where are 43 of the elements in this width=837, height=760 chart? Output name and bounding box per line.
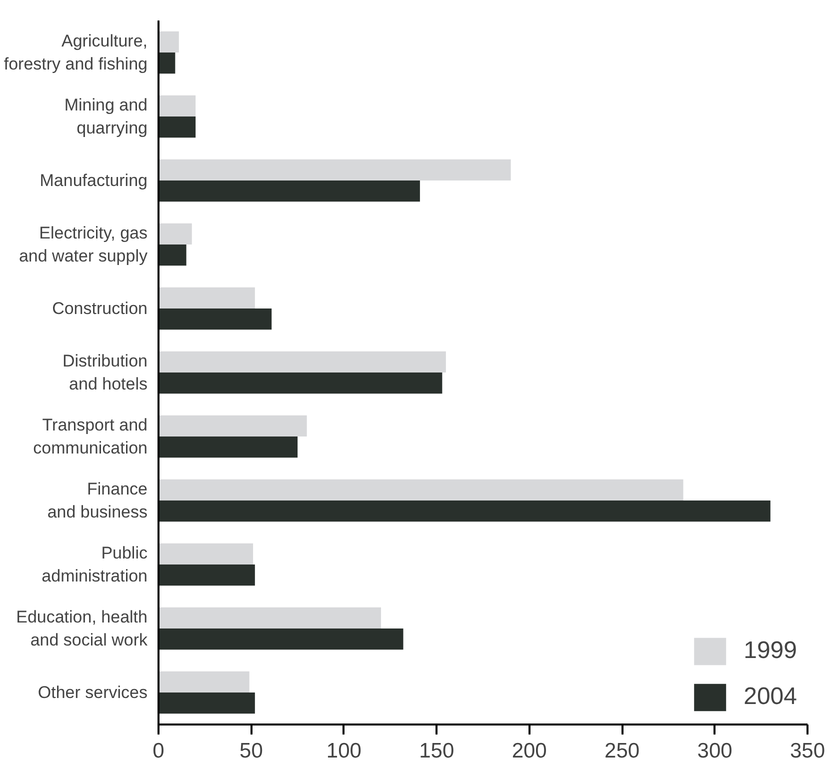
bar [158,31,179,52]
bar [158,351,446,372]
x-tick-label: 300 [697,740,732,760]
bar [158,159,511,180]
y-tick-label: Transport and communication [33,416,148,458]
bar [158,500,770,522]
bar [158,671,250,692]
bar [158,692,255,714]
bar [158,607,382,628]
bar [158,543,254,564]
bar [158,95,196,116]
y-tick-label: Distribution and hotels [62,352,148,394]
bar [158,308,272,330]
bar [158,415,307,436]
bar [158,287,255,308]
bar [158,52,176,74]
bar [158,564,255,586]
y-tick-label: Public administration [42,544,148,586]
x-tick-label: 350 [790,740,826,760]
y-tick-label: Electricity, gas and water supply [18,224,148,266]
bar [158,180,420,202]
bar [158,479,684,500]
legend-label: 1999 [744,637,797,665]
bar [158,436,298,458]
x-tick-label: 50 [240,740,263,760]
x-tick-label: 200 [512,740,547,760]
y-tick-label: Mining and quarrying [64,96,148,138]
y-tick-label: Education, health and social work [16,608,148,650]
x-tick-label: 150 [419,740,454,760]
bar [158,116,196,138]
x-tick-label: 0 [152,740,164,760]
bar [158,372,442,394]
x-tick-label: 100 [326,740,362,760]
bar [158,244,186,266]
x-tick-label: 250 [604,740,640,760]
y-tick-label: Manufacturing [40,171,148,190]
y-tick-label: Other services [38,683,148,702]
y-tick-label: Agriculture, forestry and fishing [4,32,148,74]
y-tick-label: Finance and business [47,480,148,522]
bar [158,628,404,650]
y-tick-label: Construction [52,299,148,318]
legend-label: 2004 [744,683,797,711]
bar [158,223,192,244]
